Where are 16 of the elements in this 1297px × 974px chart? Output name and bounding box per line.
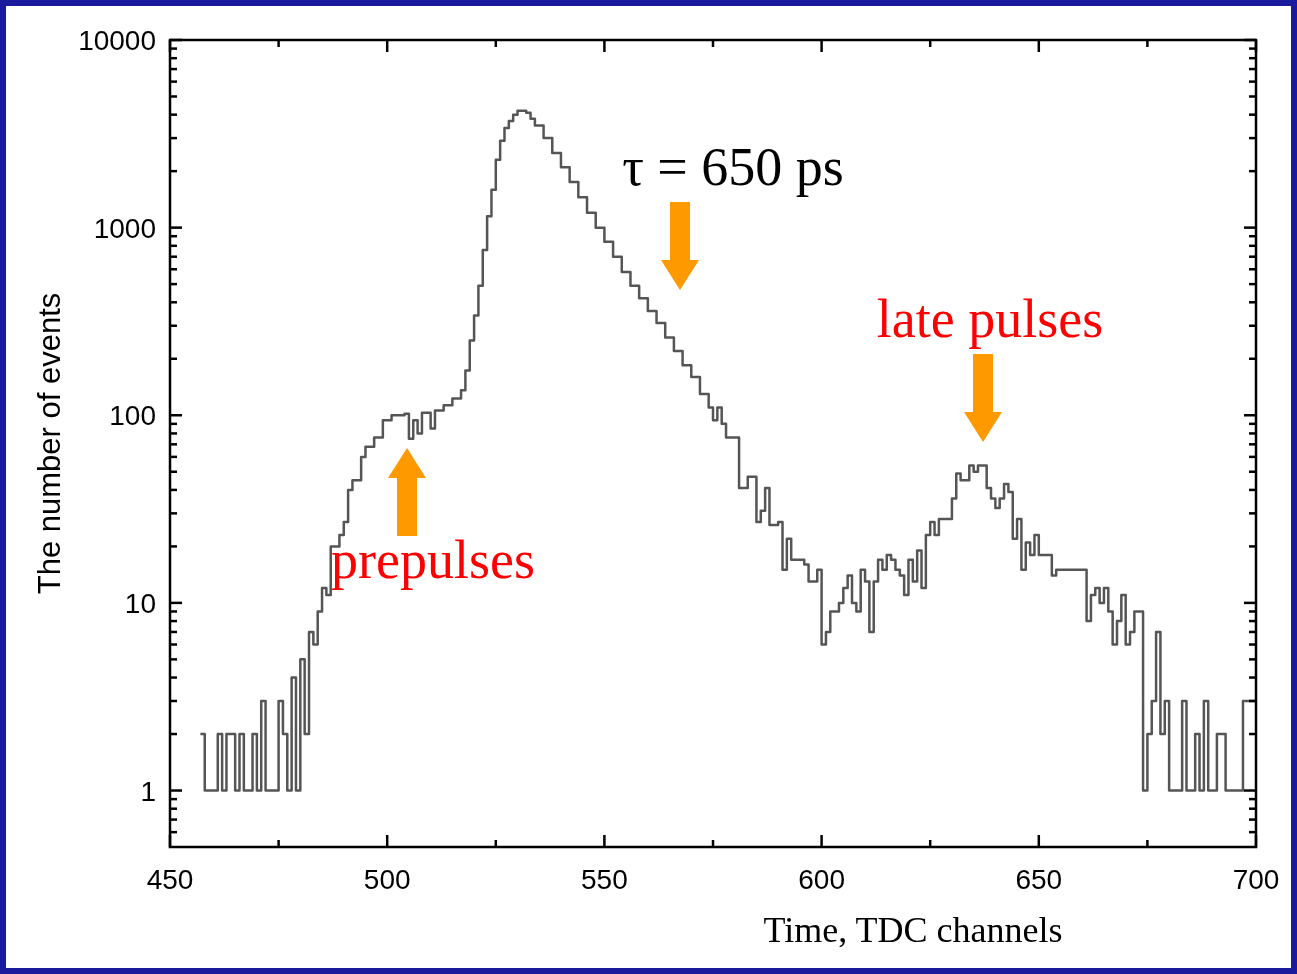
x-tick-label: 700 [1232, 864, 1280, 895]
x-tick-label: 650 [1015, 864, 1063, 895]
y-tick-label: 1 [140, 775, 156, 807]
y-tick-label: 10000 [78, 25, 156, 56]
y-tick-label: 1000 [93, 212, 156, 244]
annotation: prepulses [331, 530, 535, 590]
y-axis-title: The number of events [32, 292, 67, 595]
y-tick-label: 10 [124, 587, 156, 619]
annotation: late pulses [876, 289, 1104, 349]
x-tick-label: 450 [146, 864, 194, 895]
annotation: τ = 650 ps [622, 137, 844, 197]
y-tick-label: 100 [109, 400, 156, 432]
x-axis-title: Time, TDC channels [763, 910, 1063, 950]
x-tick-label: 600 [798, 864, 845, 895]
x-tick-label: 500 [363, 864, 411, 895]
x-tick-label: 550 [581, 864, 628, 895]
